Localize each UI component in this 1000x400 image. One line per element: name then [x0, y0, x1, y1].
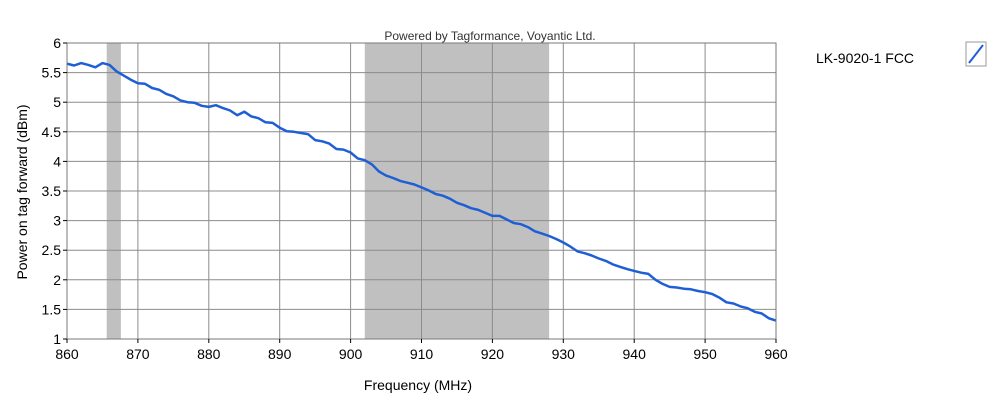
y-tick-label: 4 [53, 153, 61, 169]
x-tick-label: 950 [693, 346, 717, 362]
x-tick-label: 920 [481, 346, 505, 362]
y-tick-label: 1.5 [42, 301, 62, 317]
series-line-0 [66, 61, 777, 322]
y-tick-label: 2 [53, 272, 61, 288]
y-tick-label: 6 [53, 35, 61, 51]
y-tick-label: 4.5 [42, 124, 62, 140]
y-tick-label: 3 [53, 213, 61, 229]
legend: LK-9020-1 FCC [816, 41, 987, 67]
x-tick-label: 900 [339, 346, 363, 362]
y-tick-label: 3.5 [42, 183, 62, 199]
y-tick-label: 5.5 [42, 65, 62, 81]
y-axis-title: Power on tag forward (dBm) [14, 104, 30, 279]
y-tick-label: 5 [53, 94, 61, 110]
series-lines [66, 61, 777, 322]
x-tick-label: 880 [197, 346, 221, 362]
x-axis-title: Frequency (MHz) [364, 377, 472, 393]
y-tick-label: 2.5 [42, 242, 62, 258]
x-tick-label: 930 [552, 346, 576, 362]
x-tick-label: 870 [126, 346, 150, 362]
credit-text: Powered by Tagformance, Voyantic Ltd. [384, 29, 595, 43]
y-axis-ticks: 1 1.5 2 2.5 3 3.5 4 4.5 5 5.5 6 [42, 35, 67, 347]
x-tick-label: 910 [410, 346, 434, 362]
legend-label: LK-9020-1 FCC [816, 50, 914, 66]
legend-swatch-icon[interactable] [965, 41, 987, 67]
x-tick-label: 860 [55, 346, 79, 362]
x-tick-label: 940 [623, 346, 647, 362]
y-tick-label: 1 [53, 331, 61, 347]
x-tick-label: 960 [764, 346, 788, 362]
x-axis-ticks: 860 870 880 890 900 910 920 930 940 950 960 [55, 339, 788, 362]
x-tick-label: 890 [268, 346, 292, 362]
